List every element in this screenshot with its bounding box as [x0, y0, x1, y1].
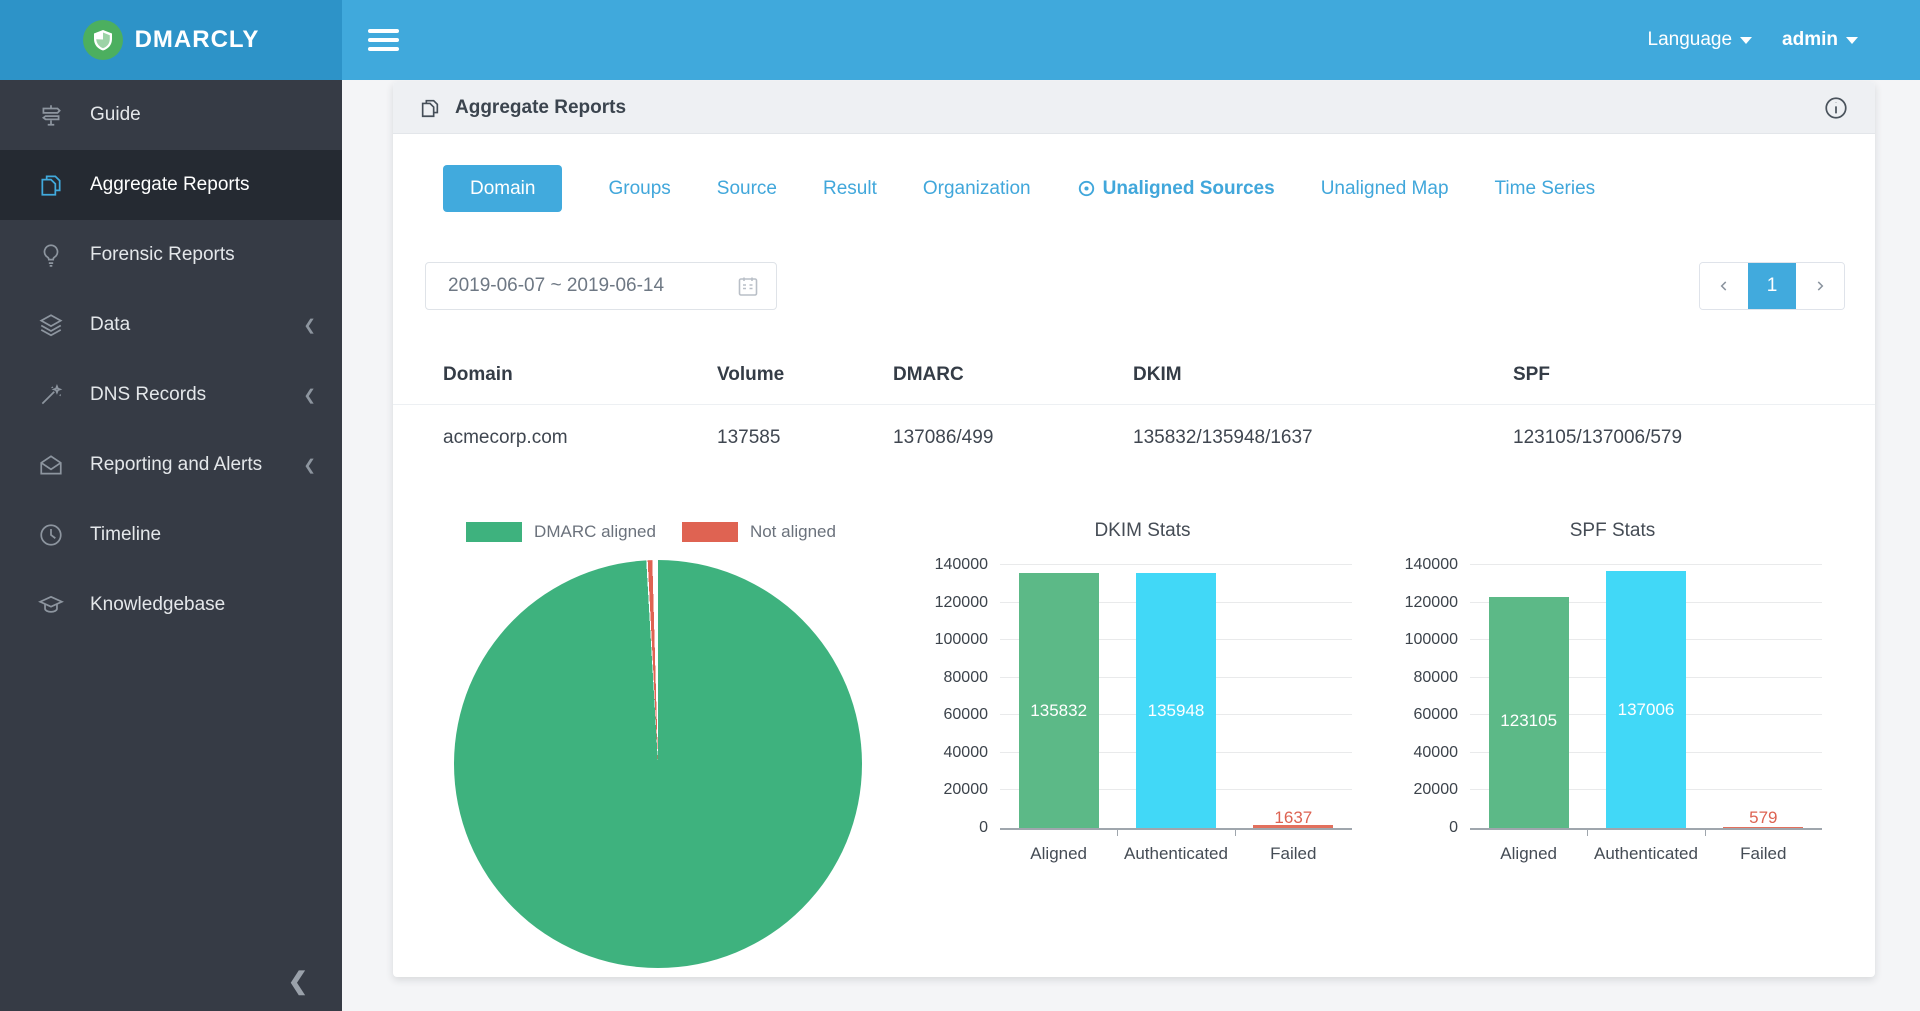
- magic-wand-icon: [38, 382, 64, 408]
- sidebar-item-label: Timeline: [90, 524, 316, 546]
- page-number-button[interactable]: 1: [1748, 263, 1796, 309]
- tab-result[interactable]: Result: [823, 178, 877, 200]
- col-header-domain: Domain: [443, 364, 717, 386]
- tab-source[interactable]: Source: [717, 178, 777, 200]
- aggregate-reports-card: Aggregate Reports Domain Groups Source R…: [393, 82, 1875, 977]
- sidebar-item-aggregate-reports[interactable]: Aggregate Reports: [0, 150, 342, 220]
- tab-time-series[interactable]: Time Series: [1495, 178, 1596, 200]
- info-icon[interactable]: [1823, 95, 1849, 121]
- legend-swatch-not-aligned: [682, 522, 738, 542]
- sidebar-item-data[interactable]: Data ❮: [0, 290, 342, 360]
- chevron-left-icon: ❮: [303, 386, 316, 404]
- plot-area: 0200004000060000800001000001200001400001…: [1470, 565, 1822, 830]
- sidebar-item-label: Reporting and Alerts: [90, 454, 303, 476]
- lightbulb-icon: [38, 242, 64, 268]
- tab-unaligned-map[interactable]: Unaligned Map: [1321, 178, 1449, 200]
- dmarcly-logo-icon: [83, 20, 123, 60]
- pie-legend: DMARC aligned Not aligned: [448, 520, 868, 544]
- tab-domain[interactable]: Domain: [443, 165, 562, 212]
- hamburger-menu-icon[interactable]: [368, 24, 399, 56]
- prev-page-button[interactable]: [1700, 263, 1748, 309]
- date-range-value: 2019-06-07 ~ 2019-06-14: [448, 275, 736, 297]
- charts-section: DMARC aligned Not aligned DKIM Stats 020…: [393, 520, 1875, 960]
- x-axis-labels: AlignedAuthenticatedFailed: [1470, 844, 1822, 864]
- cell-dkim: 135832/135948/1637: [1133, 427, 1513, 449]
- chevron-left-icon: ❮: [288, 967, 308, 996]
- page-title: Aggregate Reports: [455, 97, 626, 119]
- brand-header: DMARCLY: [0, 0, 342, 80]
- col-header-volume: Volume: [717, 364, 893, 386]
- sidebar-item-dns-records[interactable]: DNS Records ❮: [0, 360, 342, 430]
- language-dropdown[interactable]: Language: [1648, 29, 1753, 51]
- calendar-icon: [736, 274, 760, 298]
- user-menu-dropdown[interactable]: admin: [1782, 29, 1858, 51]
- sidebar-item-knowledgebase[interactable]: Knowledgebase: [0, 570, 342, 640]
- report-tabs: Domain Groups Source Result Organization…: [443, 165, 1595, 212]
- legend-label-dmarc-aligned: DMARC aligned: [534, 522, 656, 542]
- layers-icon: [38, 312, 64, 338]
- sidebar-item-label: Aggregate Reports: [90, 174, 316, 196]
- clock-icon: [38, 522, 64, 548]
- sidebar-collapse-button[interactable]: ❮: [0, 951, 342, 1011]
- x-axis-labels: AlignedAuthenticatedFailed: [1000, 844, 1352, 864]
- documents-icon: [38, 172, 64, 198]
- spf-stats-chart: SPF Stats 020000400006000080000100000120…: [1400, 520, 1825, 864]
- sidebar-item-forensic-reports[interactable]: Forensic Reports: [0, 220, 342, 290]
- next-page-button[interactable]: [1796, 263, 1844, 309]
- open-envelope-icon: [38, 452, 64, 478]
- date-range-picker[interactable]: 2019-06-07 ~ 2019-06-14: [425, 262, 777, 310]
- chevron-left-icon: ❮: [303, 316, 316, 334]
- card-header: Aggregate Reports: [393, 82, 1875, 134]
- col-header-dkim: DKIM: [1133, 364, 1513, 386]
- signpost-icon: [38, 102, 64, 128]
- legend-label-not-aligned: Not aligned: [750, 522, 836, 542]
- cell-domain: acmecorp.com: [443, 427, 717, 449]
- col-header-spf: SPF: [1513, 364, 1825, 386]
- topbar: Language admin: [342, 0, 1920, 80]
- sidebar-item-label: Forensic Reports: [90, 244, 316, 266]
- tab-organization[interactable]: Organization: [923, 178, 1031, 200]
- legend-swatch-dmarc-aligned: [466, 522, 522, 542]
- domain-report-table: Domain Volume DMARC DKIM SPF acmecorp.co…: [393, 350, 1875, 471]
- sidebar-item-label: Data: [90, 314, 303, 336]
- dmarc-alignment-pie-chart: DMARC aligned Not aligned: [448, 520, 868, 968]
- chart-title: DKIM Stats: [930, 520, 1355, 550]
- tab-unaligned-sources[interactable]: Unaligned Sources: [1077, 178, 1275, 200]
- sidebar-item-reporting-and-alerts[interactable]: Reporting and Alerts ❮: [0, 430, 342, 500]
- dkim-stats-chart: DKIM Stats 02000040000600008000010000012…: [930, 520, 1355, 864]
- sidebar-item-guide[interactable]: Guide: [0, 80, 342, 150]
- col-header-dmarc: DMARC: [893, 364, 1133, 386]
- table-header-row: Domain Volume DMARC DKIM SPF: [393, 350, 1875, 400]
- cell-volume: 137585: [717, 427, 893, 449]
- sidebar: DMARCLY Guide Aggregate Reports Forensic…: [0, 0, 342, 1011]
- brand-name: DMARCLY: [135, 26, 260, 54]
- caret-down-icon: [1740, 37, 1752, 44]
- sidebar-item-label: Knowledgebase: [90, 594, 316, 616]
- sidebar-item-label: Guide: [90, 104, 316, 126]
- bullseye-icon: [1077, 179, 1096, 198]
- pie: [454, 560, 862, 968]
- graduation-cap-icon: [38, 592, 64, 618]
- user-label: admin: [1782, 29, 1838, 51]
- plot-area: 0200004000060000800001000001200001400001…: [1000, 565, 1352, 830]
- pagination: 1: [1699, 262, 1845, 310]
- cell-spf: 123105/137006/579: [1513, 427, 1825, 449]
- chevron-left-icon: ❮: [303, 456, 316, 474]
- sidebar-item-label: DNS Records: [90, 384, 303, 406]
- language-label: Language: [1648, 29, 1733, 51]
- chart-title: SPF Stats: [1400, 520, 1825, 550]
- documents-icon: [419, 97, 441, 119]
- caret-down-icon: [1846, 37, 1858, 44]
- table-row[interactable]: acmecorp.com 137585 137086/499 135832/13…: [393, 405, 1875, 471]
- sidebar-item-timeline[interactable]: Timeline: [0, 500, 342, 570]
- cell-dmarc: 137086/499: [893, 427, 1133, 449]
- tab-groups[interactable]: Groups: [608, 178, 670, 200]
